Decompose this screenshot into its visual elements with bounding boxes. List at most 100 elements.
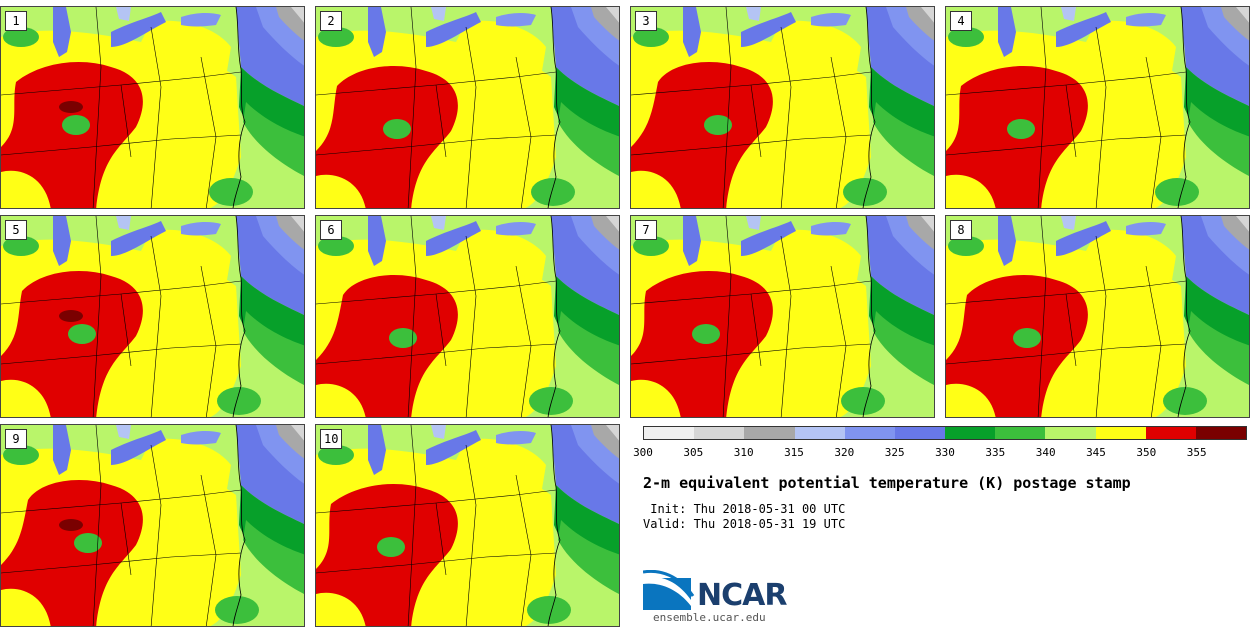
state-boundary	[750, 293, 762, 367]
state-boundary	[780, 235, 792, 417]
ocean-coldest	[276, 425, 304, 459]
lake-huron	[431, 425, 446, 439]
lake-erie	[741, 221, 796, 256]
coastline	[862, 7, 876, 208]
hot-region	[316, 275, 458, 417]
ocean-min	[921, 216, 934, 232]
colorbar-bin-335-340	[995, 427, 1046, 439]
colorbar-bin-345-350	[1095, 427, 1146, 439]
lake-erie	[426, 430, 481, 465]
state-boundary	[722, 216, 732, 417]
hot-region	[1, 271, 143, 417]
state-boundary	[946, 280, 1187, 305]
state-boundary	[1065, 293, 1077, 367]
state-boundary	[1065, 84, 1077, 158]
map-panel-5	[1, 216, 304, 417]
lake-michigan	[683, 216, 701, 266]
state-boundary	[200, 474, 217, 626]
coastline	[1177, 7, 1191, 208]
map-panel-8	[946, 216, 1249, 417]
colorbar-tick-340: 340	[1035, 446, 1056, 459]
green-patch	[318, 27, 354, 47]
warm-region-north	[1086, 229, 1176, 286]
lake-michigan	[53, 7, 71, 57]
ocean-coldest	[591, 425, 619, 459]
colorbar-tick-300: 300	[633, 446, 653, 459]
colorbar-bin-350-355	[1145, 427, 1196, 439]
state-boundary	[946, 134, 1187, 156]
ocean-min	[291, 425, 304, 441]
state-boundary	[1095, 235, 1107, 417]
map-panel-2	[316, 7, 619, 208]
colorbar-bin-300-305	[644, 427, 695, 439]
postage-stamp-panel-7: 7	[630, 215, 935, 418]
coastline	[1177, 216, 1191, 417]
lake-ontario	[181, 12, 221, 27]
warm-region-north	[771, 20, 861, 77]
state-boundary	[200, 265, 217, 417]
state-boundary	[150, 26, 162, 208]
coastal-water-2	[873, 311, 934, 385]
lake-michigan	[53, 425, 71, 475]
state-boundary	[407, 216, 417, 417]
map-panel-1	[1, 7, 304, 208]
green-patch	[948, 27, 984, 47]
state-boundary	[316, 343, 557, 365]
warm-region-north	[456, 438, 546, 495]
green-patch	[3, 236, 39, 256]
green-patch	[3, 445, 39, 465]
state-boundary	[515, 56, 532, 208]
colorbar-bin-305-310	[694, 427, 745, 439]
lake-michigan	[683, 7, 701, 57]
state-boundary	[92, 216, 102, 417]
ocean-min	[291, 216, 304, 232]
colorbar-tick-310: 310	[733, 446, 754, 459]
colorbar-tick-355: 355	[1186, 446, 1207, 459]
lake-michigan	[368, 7, 386, 57]
state-boundary	[435, 502, 447, 576]
ocean-min	[921, 7, 934, 23]
state-boundary	[946, 343, 1187, 365]
state-boundary	[1037, 216, 1047, 417]
init-time: Init: Thu 2018-05-31 00 UTC	[643, 502, 846, 516]
coastline	[547, 425, 561, 626]
ocean-min	[1236, 216, 1249, 232]
green-patch	[1155, 178, 1199, 206]
green-patch	[529, 387, 573, 415]
warm-region-north	[771, 229, 861, 286]
coastal-water-2	[558, 102, 619, 176]
panel-label-8: 8	[950, 220, 972, 240]
lake-erie	[1056, 12, 1111, 47]
ncar-logo-text: NCAR	[697, 578, 787, 613]
state-boundary	[1, 134, 242, 156]
state-boundary	[316, 489, 557, 514]
state-boundary	[316, 134, 557, 156]
lake-ontario	[811, 12, 851, 27]
lake-michigan	[998, 7, 1016, 57]
green-patch	[217, 387, 261, 415]
state-boundary	[435, 84, 447, 158]
extreme-spot	[59, 519, 83, 531]
warm-region-north	[141, 20, 231, 77]
lake-huron	[431, 7, 446, 21]
extreme-spot	[59, 101, 83, 113]
coastal-water-2	[1188, 102, 1249, 176]
state-boundary	[200, 56, 217, 208]
coastal-water-2	[243, 311, 304, 385]
postage-stamp-panel-1: 1	[0, 6, 305, 209]
ncar-logo-icon	[643, 570, 695, 610]
hot-region	[631, 271, 773, 417]
postage-stamp-panel-8: 8	[945, 215, 1250, 418]
colorbar-bin-325-330	[894, 427, 946, 439]
valid-time: Valid: Thu 2018-05-31 19 UTC	[643, 517, 846, 531]
colorbar-bin-310-315	[744, 427, 795, 439]
lake-erie	[1056, 221, 1111, 256]
lake-ontario	[1126, 221, 1166, 236]
figure-title: 2-m equivalent potential temperature (K)…	[643, 474, 1131, 492]
state-boundary	[120, 293, 132, 367]
state-boundary	[316, 280, 557, 305]
postage-stamp-panel-2: 2	[315, 6, 620, 209]
lake-huron	[431, 216, 446, 230]
green-patch	[209, 178, 253, 206]
coastal-water-2	[873, 102, 934, 176]
